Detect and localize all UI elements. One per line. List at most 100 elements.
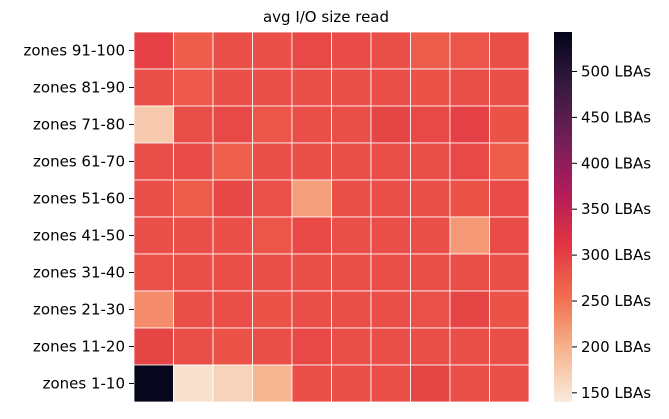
heatmap-cell bbox=[173, 68, 214, 107]
heatmap-cell bbox=[489, 179, 530, 218]
heatmap-cell bbox=[133, 327, 174, 366]
heatmap-cell bbox=[291, 179, 332, 218]
row-tick-label: zones 41-50 bbox=[33, 227, 125, 245]
heatmap-cell bbox=[331, 31, 372, 70]
heatmap-cell bbox=[291, 142, 332, 181]
heatmap-cell bbox=[370, 31, 411, 70]
row-tick-label: zones 91-100 bbox=[24, 42, 126, 60]
heatmap-cell bbox=[331, 216, 372, 255]
heatmap-cell bbox=[252, 290, 293, 329]
heatmap-cell bbox=[331, 364, 372, 403]
heatmap-cell bbox=[133, 68, 174, 107]
heatmap-cell bbox=[291, 31, 332, 70]
heatmap-cell bbox=[410, 68, 451, 107]
heatmap-cell bbox=[489, 142, 530, 181]
heatmap-cell bbox=[252, 105, 293, 144]
heatmap-cell bbox=[252, 216, 293, 255]
heatmap-cell bbox=[252, 68, 293, 107]
row-labels: zones 91-100 zones 81-90 zones 71-80 zones … bbox=[24, 42, 134, 393]
heatmap-cell bbox=[449, 142, 490, 181]
heatmap-cell bbox=[133, 253, 174, 292]
heatmap-cell bbox=[449, 216, 490, 255]
heatmap-cell bbox=[449, 253, 490, 292]
heatmap-cell bbox=[133, 105, 174, 144]
colorbar-tick-label: 150 LBAs bbox=[581, 384, 651, 402]
heatmap-cell bbox=[212, 31, 253, 70]
heatmap-cell bbox=[489, 364, 530, 403]
heatmap-cell bbox=[252, 327, 293, 366]
heatmap-cell bbox=[252, 179, 293, 218]
heatmap-cell bbox=[291, 253, 332, 292]
heatmap-cell bbox=[173, 327, 214, 366]
heatmap-cell bbox=[370, 105, 411, 144]
heatmap-cell bbox=[331, 142, 372, 181]
heatmap-cell bbox=[410, 105, 451, 144]
heatmap-cell bbox=[489, 216, 530, 255]
heatmap-cell bbox=[410, 290, 451, 329]
heatmap-cell bbox=[331, 105, 372, 144]
heatmap-cell bbox=[410, 364, 451, 403]
heatmap-cell bbox=[212, 253, 253, 292]
heatmap-cell bbox=[212, 179, 253, 218]
heatmap-cell bbox=[173, 142, 214, 181]
heatmap-cell bbox=[370, 290, 411, 329]
heatmap-cell bbox=[133, 290, 174, 329]
heatmap-cell bbox=[291, 327, 332, 366]
heatmap-cell bbox=[212, 142, 253, 181]
heatmap-cell bbox=[252, 253, 293, 292]
row-tick-label: zones 11-20 bbox=[33, 338, 125, 356]
heatmap-cell bbox=[252, 364, 293, 403]
heatmap-cell bbox=[331, 179, 372, 218]
heatmap-cell bbox=[410, 216, 451, 255]
colorbar-tick-label: 250 LBAs bbox=[581, 292, 651, 310]
heatmap-cell bbox=[291, 105, 332, 144]
heatmap-cell bbox=[133, 142, 174, 181]
heatmap-cell bbox=[449, 327, 490, 366]
heatmap-cell bbox=[173, 216, 214, 255]
row-tick-label: zones 81-90 bbox=[33, 79, 125, 97]
row-tick-label: zones 21-30 bbox=[33, 301, 125, 319]
row-tick-label: zones 51-60 bbox=[33, 190, 125, 208]
colorbar-tick-label: 300 LBAs bbox=[581, 246, 651, 264]
row-tick-label: zones 31-40 bbox=[33, 264, 125, 282]
row-tick-label: zones 71-80 bbox=[33, 116, 125, 134]
heatmap-cell bbox=[489, 31, 530, 70]
heatmap-cell bbox=[291, 216, 332, 255]
colorbar bbox=[554, 32, 572, 402]
colorbar-tick-label: 400 LBAs bbox=[581, 154, 651, 172]
chart-title: avg I/O size read bbox=[263, 8, 389, 26]
heatmap-cell bbox=[370, 179, 411, 218]
heatmap-cell bbox=[212, 105, 253, 144]
heatmap-cell bbox=[489, 253, 530, 292]
heatmap-cell bbox=[370, 68, 411, 107]
heatmap-cells bbox=[133, 31, 530, 403]
heatmap-cell bbox=[173, 179, 214, 218]
colorbar-tick-label: 200 LBAs bbox=[581, 338, 651, 356]
heatmap-cell bbox=[410, 253, 451, 292]
heatmap-cell bbox=[291, 68, 332, 107]
heatmap-cell bbox=[410, 142, 451, 181]
heatmap-cell bbox=[489, 327, 530, 366]
heatmap-cell bbox=[331, 290, 372, 329]
heatmap-cell bbox=[173, 105, 214, 144]
heatmap-cell bbox=[449, 290, 490, 329]
heatmap-cell bbox=[291, 290, 332, 329]
heatmap-cell bbox=[133, 364, 174, 403]
colorbar-tick-label: 350 LBAs bbox=[581, 200, 651, 218]
heatmap-cell bbox=[370, 327, 411, 366]
heatmap-cell bbox=[449, 364, 490, 403]
heatmap-cell bbox=[449, 68, 490, 107]
heatmap-cell bbox=[410, 327, 451, 366]
heatmap-cell bbox=[370, 216, 411, 255]
heatmap-cell bbox=[133, 31, 174, 70]
heatmap-cell bbox=[489, 105, 530, 144]
row-tick-label: zones 61-70 bbox=[33, 153, 125, 171]
heatmap-cell bbox=[212, 327, 253, 366]
heatmap-cell bbox=[173, 290, 214, 329]
heatmap-cell bbox=[173, 253, 214, 292]
row-tick-label: zones 1-10 bbox=[43, 375, 125, 393]
colorbar-tick-label: 450 LBAs bbox=[581, 108, 651, 126]
heatmap-cell bbox=[331, 327, 372, 366]
